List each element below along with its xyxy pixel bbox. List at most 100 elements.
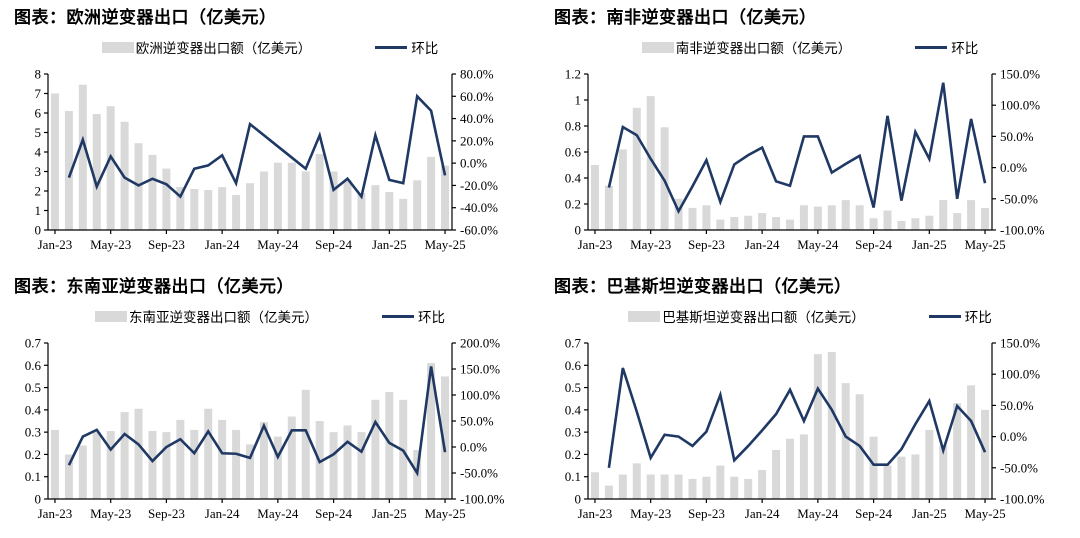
bar bbox=[218, 420, 227, 500]
left-axis-tick-label: 0.7 bbox=[25, 336, 42, 351]
bar bbox=[590, 165, 599, 231]
left-axis-tick-label: 0.6 bbox=[25, 358, 42, 373]
bar bbox=[632, 463, 641, 500]
legend-bar-label: 南非逆变器出口额（亿美元） bbox=[675, 41, 852, 57]
left-axis-tick-label: 0.2 bbox=[565, 447, 581, 462]
line-series bbox=[607, 82, 987, 215]
right-axis-tick-label: 80.0% bbox=[460, 67, 494, 82]
legend-line-label: 环比 bbox=[951, 41, 979, 57]
right-axis-tick-label: 50.0% bbox=[1000, 129, 1034, 144]
bar bbox=[92, 432, 101, 500]
left-axis-tick-label: 0.8 bbox=[565, 119, 581, 134]
bar bbox=[413, 180, 422, 231]
x-axis-tick-label: Sep-24 bbox=[855, 237, 892, 252]
left-axis-tick-label: 7 bbox=[35, 86, 42, 101]
x-axis-tick-label: May-24 bbox=[797, 506, 839, 521]
left-axis-tick-label: 0.5 bbox=[565, 380, 581, 395]
x-axis-tick-label: Jan-23 bbox=[38, 237, 73, 252]
bar bbox=[134, 409, 143, 500]
right-axis-tick-label: -50.0% bbox=[1000, 192, 1038, 207]
bar bbox=[939, 445, 948, 500]
left-axis-tick-label: 0.1 bbox=[25, 470, 41, 485]
bar bbox=[273, 163, 282, 231]
bar bbox=[772, 450, 781, 500]
chart-title: 图表：南非逆变器出口（亿美元） bbox=[554, 8, 817, 27]
legend-line-swatch bbox=[928, 314, 961, 318]
bar bbox=[883, 210, 892, 231]
bar bbox=[758, 213, 767, 231]
bar bbox=[702, 205, 711, 231]
right-axis-tick-label: -50.0% bbox=[1000, 461, 1038, 476]
chart-plot: 0 0.1 0.2 0.3 0.4 0.5 0.6 0.7 -100.0% -50.0% 0.0% 5… bbox=[0, 331, 540, 531]
bar bbox=[148, 431, 157, 500]
bar bbox=[441, 376, 450, 500]
legend-line-label: 环比 bbox=[964, 310, 992, 326]
bar bbox=[190, 189, 199, 231]
bar bbox=[232, 430, 241, 500]
x-axis-tick-label: Sep-24 bbox=[315, 237, 352, 252]
bar bbox=[953, 213, 962, 231]
legend-line-swatch bbox=[915, 45, 948, 49]
left-axis-tick-label: 0.6 bbox=[565, 358, 582, 373]
line-series bbox=[67, 366, 447, 478]
x-axis-tick-label: May-25 bbox=[964, 237, 1005, 252]
right-axis-tick-label: -40.0% bbox=[460, 201, 498, 216]
bar bbox=[78, 85, 87, 231]
line-series bbox=[67, 93, 447, 200]
x-axis-tick-label: Jan-24 bbox=[745, 237, 780, 252]
legend-bar-label: 欧洲逆变器出口额（亿美元） bbox=[135, 41, 312, 57]
x-axis-tick-label: May-23 bbox=[630, 506, 671, 521]
left-axis-tick-label: 0.6 bbox=[565, 145, 582, 160]
x-axis-tick-label: Sep-23 bbox=[688, 506, 725, 521]
x-axis-tick-label: Jan-25 bbox=[912, 506, 947, 521]
right-axis-tick-label: 60.0% bbox=[460, 89, 494, 104]
left-axis-tick-label: 0.1 bbox=[565, 470, 581, 485]
bar bbox=[981, 208, 990, 231]
chart-svg: 0 0.1 0.2 0.3 0.4 0.5 0.6 0.7 -100.0% -50.0% 0.0% 5… bbox=[565, 336, 1045, 522]
legend-item-bar: 南非逆变器出口额（亿美元） bbox=[641, 37, 852, 57]
legend-line-label: 环比 bbox=[418, 310, 445, 326]
bar bbox=[287, 163, 296, 231]
x-axis-tick-label: Jan-25 bbox=[372, 237, 407, 252]
bar bbox=[259, 422, 268, 500]
x-axis-tick-label: Sep-23 bbox=[148, 237, 185, 252]
bar bbox=[343, 180, 352, 231]
x-axis-tick-label: Jan-24 bbox=[745, 506, 780, 521]
bar bbox=[939, 200, 948, 231]
bar bbox=[827, 352, 836, 500]
bar bbox=[301, 171, 310, 231]
bar bbox=[786, 219, 794, 231]
line-series bbox=[607, 367, 987, 469]
left-axis-tick-label: 0.3 bbox=[565, 425, 581, 440]
bar bbox=[897, 221, 906, 231]
bar-series bbox=[590, 352, 990, 500]
chart-panel-southeast-asia: 图表：东南亚逆变器出口（亿美元） 东南亚逆变器出口额（亿美元） 环比 0 0.1 0… bbox=[0, 269, 540, 538]
bar bbox=[106, 106, 115, 231]
bar bbox=[218, 187, 227, 231]
legend-item-bar: 巴基斯坦逆变器出口额（亿美元） bbox=[628, 306, 865, 326]
bar bbox=[329, 432, 338, 500]
bar-series bbox=[590, 96, 990, 231]
right-axis-tick-label: 40.0% bbox=[460, 111, 494, 126]
bar bbox=[897, 457, 906, 500]
bar bbox=[120, 412, 129, 500]
right-axis-tick-label: -60.0% bbox=[460, 223, 498, 238]
x-axis-tick-label: May-25 bbox=[424, 506, 465, 521]
left-axis-tick-label: 0.4 bbox=[25, 403, 42, 418]
bar bbox=[772, 217, 781, 231]
chart-legend: 欧洲逆变器出口额（亿美元） 环比 bbox=[0, 34, 540, 60]
legend-line-swatch bbox=[382, 314, 414, 318]
legend-item-line: 环比 bbox=[382, 306, 445, 326]
right-axis-tick-label: -100.0% bbox=[1000, 492, 1045, 507]
axis-labels: 0 0.1 0.2 0.3 0.4 0.5 0.6 0.7 -100.0% -50.0% 0.0% 5… bbox=[565, 336, 1045, 522]
bar bbox=[246, 444, 254, 500]
bar bbox=[967, 200, 976, 231]
chart-svg: 0 1 2 3 4 5 6 7 8 -60.0% -40.0% -20.0% 0.0% 20.0% 40.0… bbox=[35, 67, 499, 253]
bar-series bbox=[50, 363, 450, 500]
axes bbox=[584, 73, 996, 235]
chart-legend: 巴基斯坦逆变器出口额（亿美元） 环比 bbox=[540, 303, 1080, 329]
bar bbox=[813, 206, 822, 231]
right-axis-tick-label: -50.0% bbox=[460, 466, 498, 481]
bar bbox=[50, 93, 59, 231]
